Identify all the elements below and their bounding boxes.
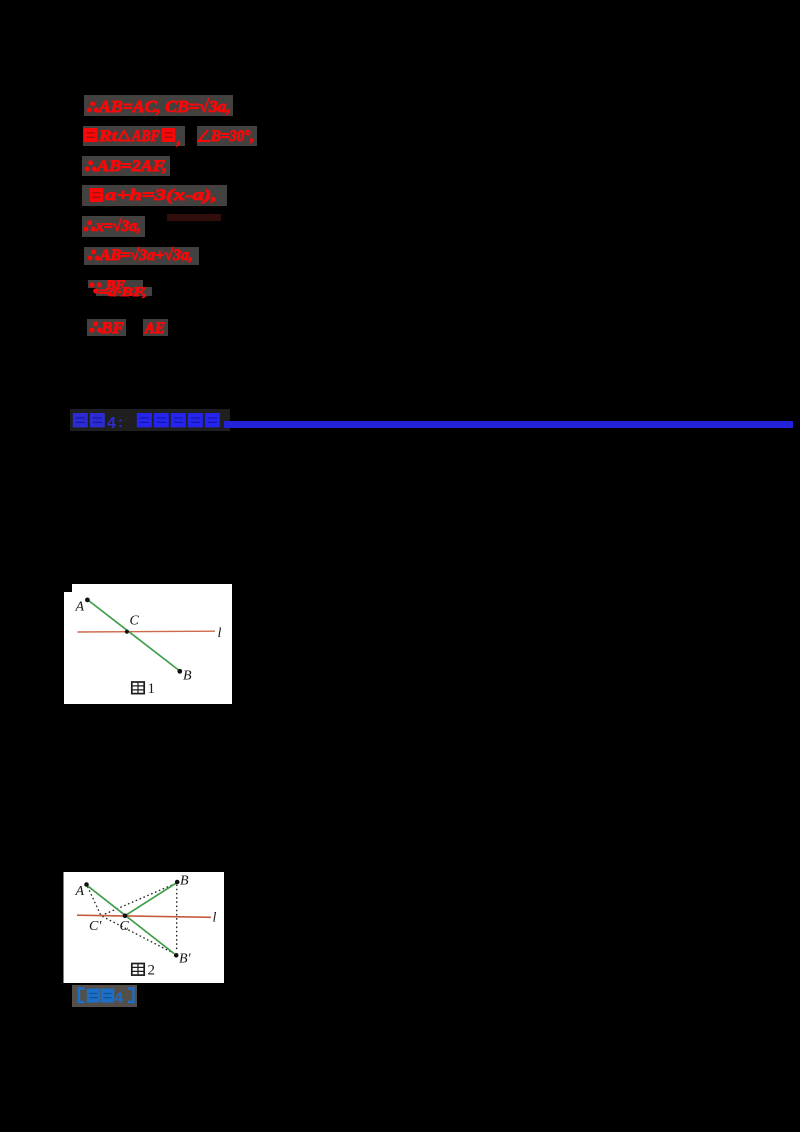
svg-text:B: B [180,874,189,889]
svg-text:AE: AE [144,320,165,337]
svg-text:BF: BF [100,320,124,337]
svg-text:B: B [183,669,192,684]
svg-text:Rt: Rt [98,128,118,145]
svg-text:l: l [213,911,217,926]
svg-text:A: A [75,884,85,899]
svg-text:ABF: ABF [131,128,160,145]
svg-text::: : [118,414,123,431]
svg-text:,: , [176,131,181,148]
svg-text:4: 4 [115,990,124,1007]
svg-text:A: A [75,600,85,615]
svg-text:C: C [130,614,140,629]
svg-text:2: 2 [148,963,156,979]
svg-text:B′: B′ [179,952,192,967]
svg-text:BF: BF [105,277,125,292]
svg-text:a+h=3(x-a),: a+h=3(x-a), [105,187,217,204]
svg-text:1: 1 [148,681,156,697]
svg-text:l: l [218,626,222,641]
svg-text:AB=AC, CB=√3a,: AB=AC, CB=√3a, [98,97,231,116]
svg-text:x=√3a,: x=√3a, [95,218,141,235]
svg-text:C: C [120,919,130,934]
svg-text:4: 4 [107,415,116,432]
svg-text:B=30°,: B=30°, [210,128,254,145]
svg-text:AB=2AF,: AB=2AF, [96,158,167,175]
svg-text:AB=√3a+√3a,: AB=√3a+√3a, [99,247,193,264]
svg-text:=a·BF,: =a·BF, [98,284,147,299]
svg-text:C′: C′ [89,919,102,934]
